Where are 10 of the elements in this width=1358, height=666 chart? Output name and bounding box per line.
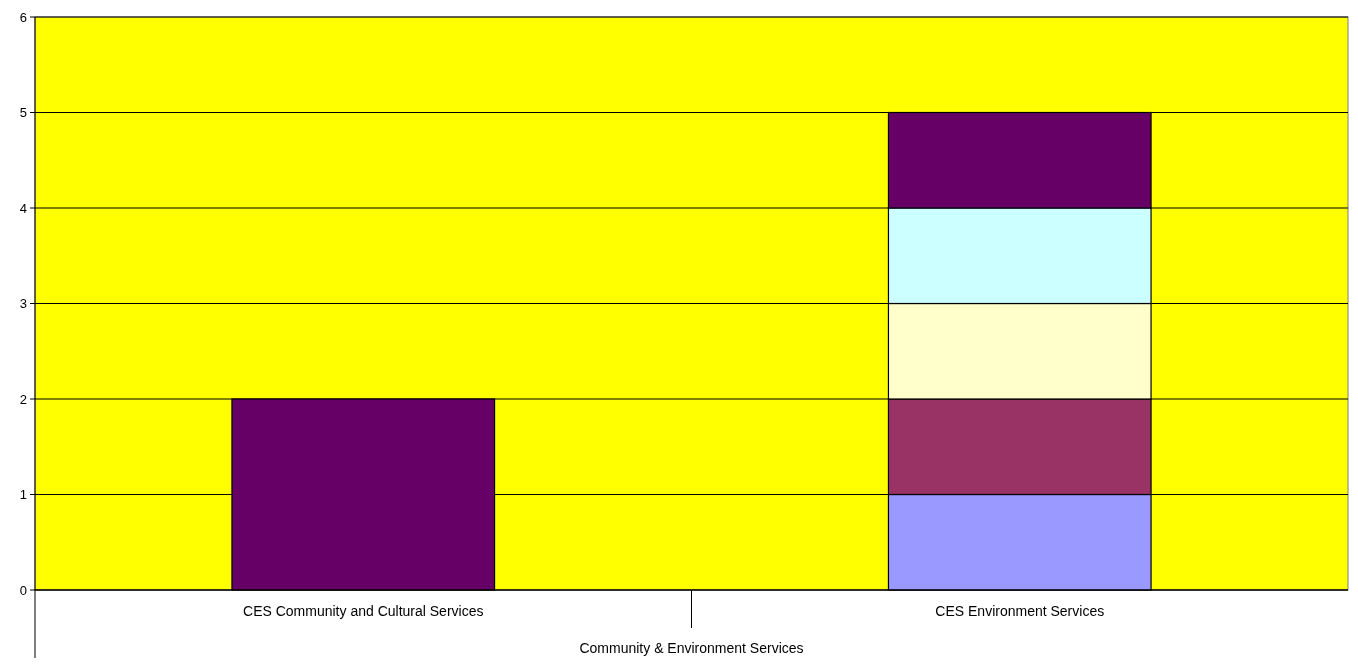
y-tick-label: 2 [19,391,27,407]
y-tick-label: 1 [19,487,27,503]
x-tick-label: CES Community and Cultural Services [243,603,484,619]
y-tick-label: 3 [19,296,27,312]
y-tick-label: 4 [19,200,27,216]
y-tick-label: 0 [19,582,27,598]
y-tick-label: 6 [19,9,27,25]
x-axis-title: Community & Environment Services [579,640,804,656]
y-tick-label: 5 [19,105,27,121]
x-tick-label: CES Environment Services [935,603,1105,619]
